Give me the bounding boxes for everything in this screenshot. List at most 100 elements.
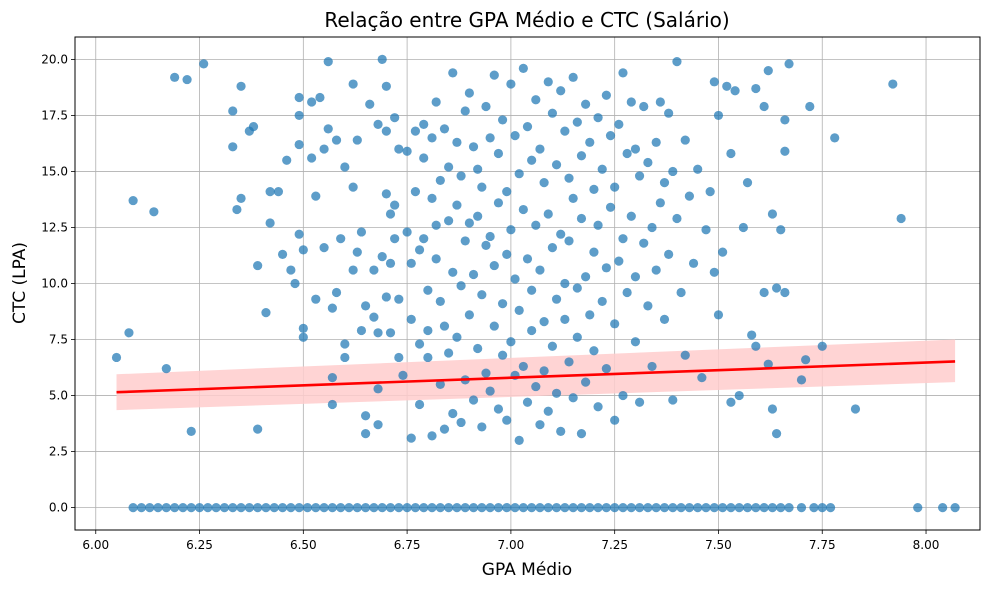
data-point xyxy=(502,187,512,197)
data-point xyxy=(560,278,570,289)
data-point xyxy=(684,191,695,201)
data-point xyxy=(551,160,562,170)
data-point xyxy=(518,361,528,372)
data-point xyxy=(497,299,508,309)
regression-line-group xyxy=(116,360,956,394)
data-point xyxy=(747,330,757,340)
data-point xyxy=(435,502,445,513)
data-point xyxy=(290,278,300,289)
data-point xyxy=(572,117,582,127)
data-point xyxy=(253,260,263,271)
data-point xyxy=(830,133,840,143)
data-point xyxy=(630,144,641,154)
data-point xyxy=(502,249,512,259)
data-point xyxy=(253,502,263,513)
data-point xyxy=(323,124,333,134)
data-point xyxy=(348,79,358,89)
data-point xyxy=(950,502,960,513)
data-point xyxy=(605,202,616,212)
data-point xyxy=(767,404,778,414)
data-point xyxy=(460,502,470,513)
data-point xyxy=(373,328,383,338)
data-point xyxy=(801,355,811,365)
data-point xyxy=(444,502,454,513)
data-point xyxy=(618,390,628,401)
data-point xyxy=(639,101,649,112)
data-point xyxy=(298,245,308,255)
data-point xyxy=(759,101,769,112)
data-point xyxy=(269,502,279,513)
x-tick-label: 6.50 xyxy=(290,538,317,552)
data-point xyxy=(913,502,923,513)
data-point xyxy=(709,502,719,513)
data-point xyxy=(759,502,769,513)
data-point xyxy=(560,502,570,513)
data-point xyxy=(485,502,495,513)
data-point xyxy=(551,294,562,304)
data-point xyxy=(427,502,437,513)
data-point xyxy=(348,265,358,275)
data-point xyxy=(585,137,595,147)
data-point xyxy=(286,265,296,275)
data-point xyxy=(527,155,537,165)
data-point xyxy=(468,395,479,405)
data-point xyxy=(543,406,553,416)
data-point xyxy=(402,146,412,156)
data-point xyxy=(684,502,695,513)
data-point xyxy=(473,211,483,221)
data-point xyxy=(759,287,769,298)
data-point xyxy=(730,86,740,96)
data-point xyxy=(136,502,147,513)
data-point xyxy=(385,209,396,219)
data-point xyxy=(593,220,603,230)
data-point xyxy=(771,283,782,293)
data-point xyxy=(377,502,387,513)
data-point xyxy=(659,178,670,188)
data-point xyxy=(556,86,566,96)
data-point xyxy=(236,502,246,513)
data-point xyxy=(622,148,632,159)
data-point xyxy=(547,341,558,351)
data-point xyxy=(709,267,719,277)
data-point xyxy=(302,502,313,513)
confidence-band-group xyxy=(116,339,956,411)
data-point xyxy=(576,213,587,224)
data-point xyxy=(634,171,645,181)
data-point xyxy=(390,200,400,210)
data-point xyxy=(464,218,474,228)
data-point xyxy=(817,502,827,513)
confidence-band xyxy=(116,339,956,411)
data-point xyxy=(261,308,271,318)
data-point xyxy=(734,390,744,401)
data-point xyxy=(518,63,528,73)
data-point xyxy=(527,325,537,336)
data-point xyxy=(161,364,171,374)
data-point xyxy=(742,502,753,513)
data-point xyxy=(286,502,296,513)
data-point xyxy=(672,213,682,224)
data-point xyxy=(439,124,450,134)
data-point xyxy=(128,195,138,206)
data-point xyxy=(767,502,778,513)
data-point xyxy=(493,198,504,208)
data-point xyxy=(751,502,761,513)
data-point xyxy=(655,198,665,208)
data-point xyxy=(796,502,807,513)
data-point xyxy=(701,225,711,235)
data-point xyxy=(506,225,516,235)
data-point xyxy=(298,332,308,342)
data-point xyxy=(394,144,404,154)
data-point xyxy=(527,502,537,513)
data-point xyxy=(497,350,508,360)
data-point xyxy=(456,281,466,291)
data-point xyxy=(435,175,445,186)
data-point xyxy=(535,265,545,275)
data-point xyxy=(485,133,495,143)
data-point xyxy=(560,314,570,324)
data-point xyxy=(547,243,558,253)
data-point xyxy=(423,285,433,295)
data-point xyxy=(576,151,587,161)
data-point xyxy=(651,502,661,513)
data-point xyxy=(556,426,566,436)
data-point xyxy=(610,415,620,425)
